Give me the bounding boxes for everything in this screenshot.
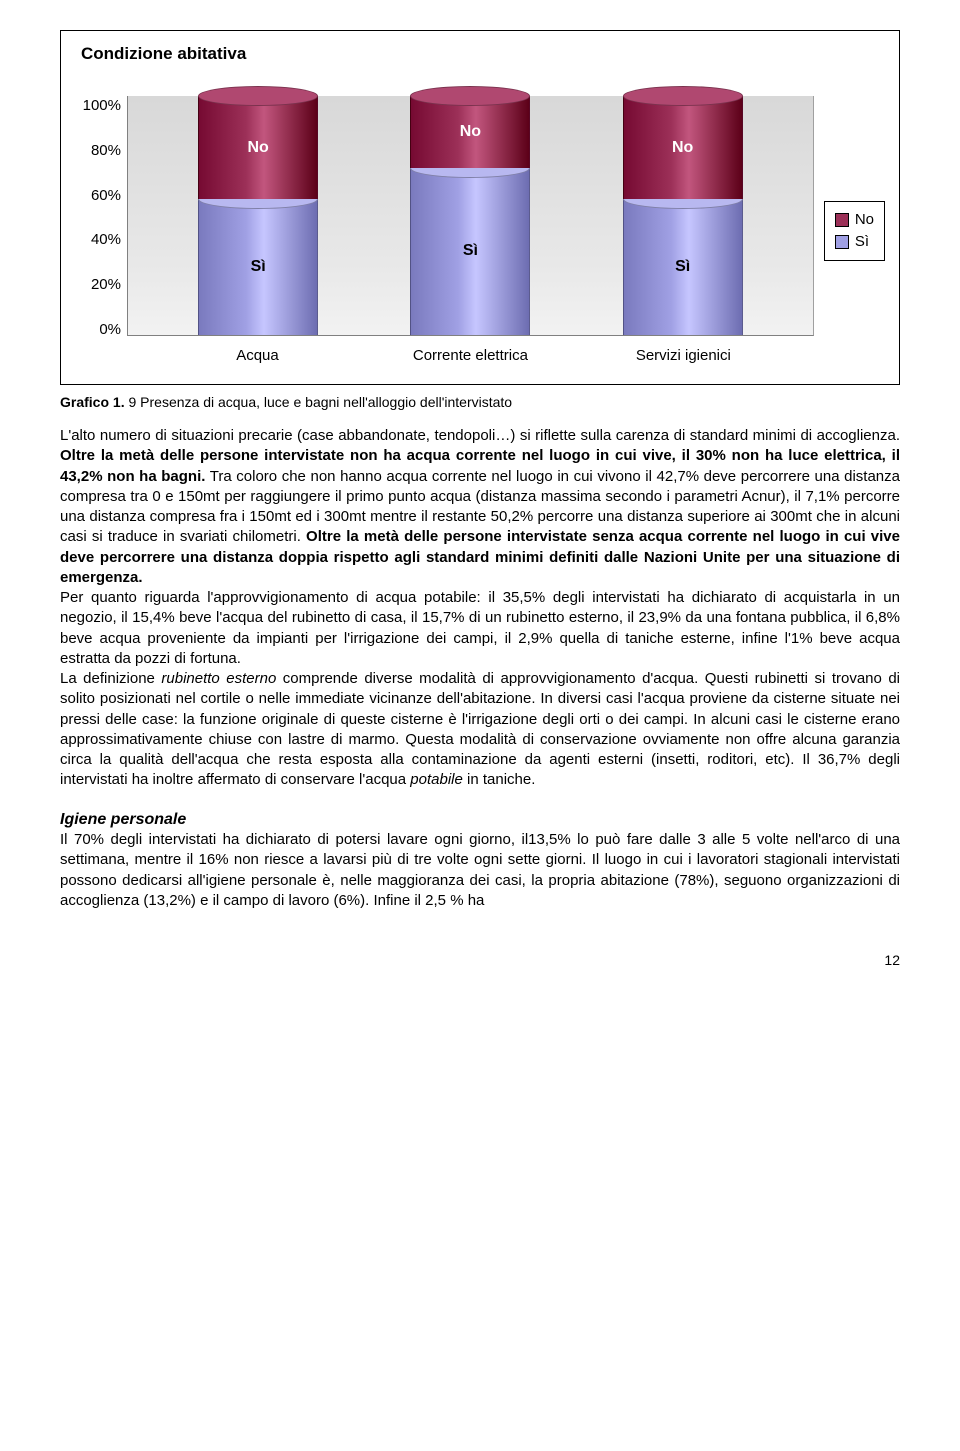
- chart-area: 100% 80% 60% 40% 20% 0% Sì: [75, 96, 885, 366]
- section-heading-igiene: Igiene personale: [60, 809, 900, 831]
- y-tick: 40%: [75, 230, 121, 250]
- page-number: 12: [60, 951, 900, 970]
- chart-container: Condizione abitativa 100% 80% 60% 40% 20…: [60, 30, 900, 385]
- caption-rest: 9 Presenza di acqua, luce e bagni nell'a…: [128, 394, 512, 410]
- bar-label-si: Sì: [675, 256, 690, 278]
- legend-item: Sì: [835, 232, 874, 252]
- legend-item: No: [835, 210, 874, 230]
- cylinder-bar: Sì No: [198, 96, 318, 335]
- bar-label-no: No: [247, 137, 268, 159]
- bar-segment-no: No: [623, 96, 743, 199]
- p3-italic-2: potabile: [410, 771, 463, 788]
- bar-label-no: No: [672, 137, 693, 159]
- cylinder-bar: Sì No: [410, 96, 530, 335]
- p1-text-a: L'alto numero di situazioni precarie (ca…: [60, 427, 900, 444]
- y-tick: 80%: [75, 141, 121, 161]
- paragraph-4: Il 70% degli intervistati ha dichiarato …: [60, 830, 900, 911]
- p3-italic-1: rubinetto esterno: [161, 670, 276, 687]
- bar-segment-no: No: [410, 96, 530, 168]
- x-axis: Acqua Corrente elettrica Servizi igienic…: [127, 336, 814, 366]
- chart-title: Condizione abitativa: [81, 43, 885, 66]
- y-tick: 20%: [75, 275, 121, 295]
- p3-text-a: La definizione: [60, 670, 161, 687]
- legend: No Sì: [824, 201, 885, 262]
- bar-segment-si: Sì: [410, 168, 530, 335]
- x-label: Acqua: [197, 346, 317, 366]
- legend-label: Sì: [855, 232, 869, 252]
- paragraph-2: Per quanto riguarda l'approvvigionamento…: [60, 588, 900, 669]
- plot-wrap: 100% 80% 60% 40% 20% 0% Sì: [75, 96, 814, 366]
- bar-label-no: No: [460, 121, 481, 143]
- bar-label-si: Sì: [463, 240, 478, 262]
- legend-swatch-si: [835, 235, 849, 249]
- plot-area: Sì No: [127, 96, 814, 336]
- y-tick: 60%: [75, 186, 121, 206]
- legend-label: No: [855, 210, 874, 230]
- bar-segment-si: Sì: [198, 199, 318, 335]
- paragraph-1: L'alto numero di situazioni precarie (ca…: [60, 426, 900, 588]
- paragraph-3: La definizione rubinetto esterno compren…: [60, 669, 900, 791]
- p3-text-c: in taniche.: [463, 771, 536, 788]
- bar-label-si: Sì: [251, 256, 266, 278]
- bar-segment-si: Sì: [623, 199, 743, 335]
- caption-prefix: Grafico 1.: [60, 394, 125, 410]
- cylinders: Sì No: [128, 96, 813, 335]
- cylinder-bar: Sì No: [623, 96, 743, 335]
- x-label: Corrente elettrica: [410, 346, 530, 366]
- bar-segment-no: No: [198, 96, 318, 199]
- y-axis: 100% 80% 60% 40% 20% 0%: [75, 96, 127, 366]
- chart-caption: Grafico 1. 9 Presenza di acqua, luce e b…: [60, 393, 900, 412]
- y-tick: 0%: [75, 320, 121, 340]
- y-tick: 100%: [75, 96, 121, 116]
- x-label: Servizi igienici: [623, 346, 743, 366]
- legend-swatch-no: [835, 213, 849, 227]
